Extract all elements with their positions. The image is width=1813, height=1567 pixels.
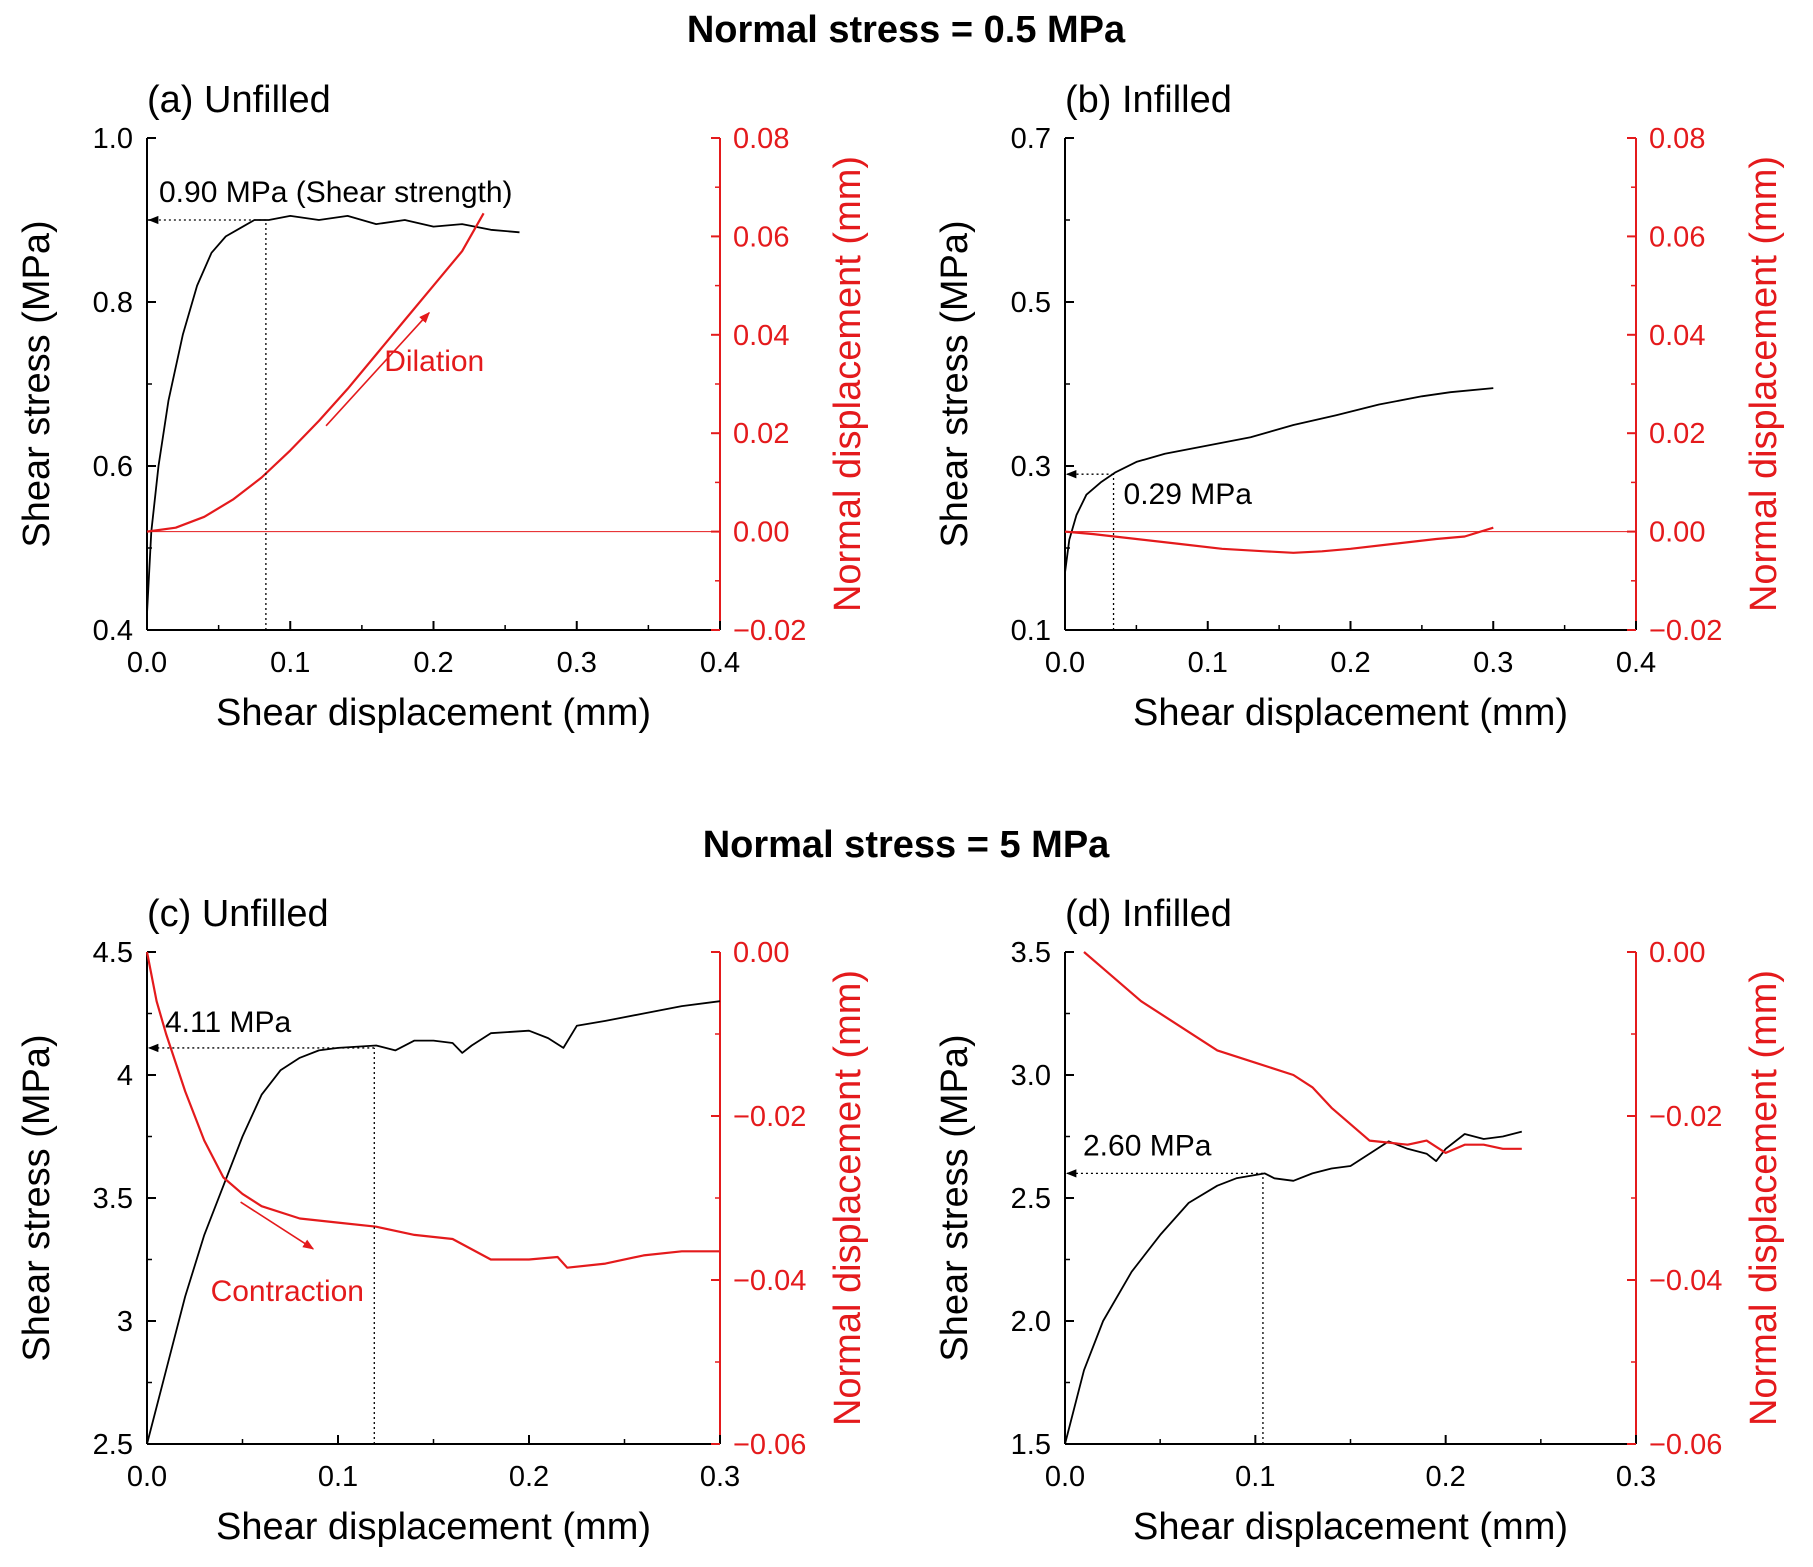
panel-c: (c) Unfilled 0.0 0.1 0.2 0.3 2.5 3 3.5 4 4.5 −0.06… — [16, 893, 869, 1548]
panel-a-y2-tick-label: 0.00 — [733, 517, 789, 549]
panel-d-x-tick-label: 0.3 — [1616, 1461, 1656, 1493]
panel-c-x-tick-label: 0.2 — [509, 1461, 549, 1493]
panel-d-y2-tick-label: 0.00 — [1649, 937, 1705, 969]
panel-d-y-tick-label: 3.5 — [1011, 937, 1051, 969]
panel-d-title: (d) Infilled — [1065, 893, 1232, 935]
panel-c-y-label: Shear stress (MPa) — [16, 1034, 58, 1361]
panel-c-x-tick-label: 0.1 — [318, 1461, 358, 1493]
panel-b-shear-stress-line — [1064, 387, 1494, 573]
panel-c-y-tick-label: 3.5 — [93, 1183, 133, 1215]
panel-a-y-label: Shear stress (MPa) — [16, 220, 58, 547]
panel-a-y-tick-label: 0.4 — [93, 615, 133, 647]
panel-c-normal-displacement-line — [145, 951, 720, 1269]
section-title-low-normal-stress: Normal stress = 0.5 MPa — [687, 9, 1126, 51]
panel-a-x-tick-label: 0.2 — [413, 647, 453, 679]
panel-b-title: (b) Infilled — [1065, 79, 1232, 121]
panel-d-y-tick-label: 2.0 — [1011, 1306, 1051, 1338]
panel-b-y-label: Shear stress (MPa) — [934, 220, 976, 547]
panel-a-y2-tick-label: 0.04 — [733, 320, 789, 352]
panel-d-y2-tick-label: −0.06 — [1649, 1429, 1722, 1461]
panel-d: (d) Infilled 0.0 0.1 0.2 0.3 1.5 2.0 2.5 3.0 3.5 −… — [934, 893, 1785, 1548]
panel-a-x-tick-label: 0.3 — [557, 647, 597, 679]
panel-b-normal-displacement-line — [1064, 526, 1494, 554]
panel-a-x-label: Shear displacement (mm) — [216, 692, 651, 734]
panel-c-y-tick-label: 4.5 — [93, 937, 133, 969]
panel-a-y-tick-label: 0.6 — [93, 451, 133, 483]
panel-d-y-label: Shear stress (MPa) — [934, 1034, 976, 1361]
panel-b-y-tick-label: 0.1 — [1011, 615, 1051, 647]
panel-c-y2-tick-label: −0.06 — [733, 1429, 806, 1461]
panel-a-y2-tick-label: 0.06 — [733, 221, 789, 253]
panel-a-title: (a) Unfilled — [147, 79, 331, 121]
panel-c-arrow — [240, 1201, 315, 1250]
panel-b-marker-label: 0.29 MPa — [1124, 478, 1253, 511]
panel-c-x-tick-label: 0.0 — [127, 1461, 167, 1493]
panel-a-y-tick-label: 0.8 — [93, 287, 133, 319]
panel-d-y2-tick-label: −0.04 — [1649, 1265, 1722, 1297]
panel-b-y2-tick-label: 0.00 — [1649, 517, 1705, 549]
panel-d-y2-label: Normal displacement (mm) — [1743, 970, 1785, 1426]
panel-a-arrow — [325, 311, 430, 427]
panel-d-x-tick-label: 0.2 — [1426, 1461, 1466, 1493]
panel-c-y2-tick-label: −0.04 — [733, 1265, 806, 1297]
panel-a-y2-tick-label: −0.02 — [733, 615, 806, 647]
panel-d-marker-label: 2.60 MPa — [1083, 1129, 1212, 1162]
panel-d-x-tick-label: 0.0 — [1045, 1461, 1085, 1493]
panel-b-x-label: Shear displacement (mm) — [1133, 692, 1568, 734]
panel-d-normal-displacement-line — [1083, 951, 1522, 1155]
panel-b-x-tick-label: 0.0 — [1045, 647, 1085, 679]
panel-c-y2-label: Normal displacement (mm) — [827, 970, 869, 1426]
panel-c-y2-tick-label: 0.00 — [733, 937, 789, 969]
panel-d-shear-stress-line — [1064, 1130, 1523, 1445]
panel-c-arrow-label: Contraction — [211, 1275, 364, 1308]
panel-c-x-label: Shear displacement (mm) — [216, 1506, 651, 1548]
section-title-high-normal-stress: Normal stress = 5 MPa — [703, 824, 1110, 866]
panel-d-y-tick-label: 2.5 — [1011, 1183, 1051, 1215]
panel-c-y-tick-label: 3 — [117, 1306, 133, 1338]
panel-a: (a) Unfilled 0.0 0.1 0.2 0.3 0.4 0.4 0.6 0.8 1.0 −… — [16, 79, 869, 734]
panel-b-x-tick-label: 0.1 — [1188, 647, 1228, 679]
panel-a-y2-tick-label: 0.02 — [733, 418, 789, 450]
panel-c-y2-tick-label: −0.02 — [733, 1101, 806, 1133]
panel-a-normal-displacement-line — [146, 212, 485, 533]
panel-b-x-tick-label: 0.2 — [1330, 647, 1370, 679]
panel-b-y-tick-label: 0.5 — [1011, 287, 1051, 319]
panel-d-x-tick-label: 0.1 — [1235, 1461, 1275, 1493]
panel-b-y2-tick-label: 0.04 — [1649, 320, 1705, 352]
panel-d-y-tick-label: 1.5 — [1011, 1429, 1051, 1461]
panel-c-title: (c) Unfilled — [147, 893, 329, 935]
panel-a-y2-tick-label: 0.08 — [733, 123, 789, 155]
panel-c-x-tick-label: 0.3 — [700, 1461, 740, 1493]
panel-a-y2-label: Normal displacement (mm) — [827, 156, 869, 612]
panel-c-shear-stress-line — [146, 1000, 721, 1445]
panel-a-shear-stress-line — [146, 214, 520, 614]
panel-c-y-tick-label: 4 — [117, 1060, 133, 1092]
panel-c-y-tick-label: 2.5 — [93, 1429, 133, 1461]
panel-b-y2-label: Normal displacement (mm) — [1743, 156, 1785, 612]
panel-a-x-tick-label: 0.0 — [127, 647, 167, 679]
panel-b-y-tick-label: 0.3 — [1011, 451, 1051, 483]
panel-d-y-tick-label: 3.0 — [1011, 1060, 1051, 1092]
panel-b-y2-tick-label: 0.02 — [1649, 418, 1705, 450]
panel-b-x-tick-label: 0.3 — [1473, 647, 1513, 679]
panel-b-x-tick-label: 0.4 — [1616, 647, 1656, 679]
panel-a-marker-label: 0.90 MPa (Shear strength) — [159, 176, 513, 209]
panel-b-y-tick-label: 0.7 — [1011, 123, 1051, 155]
panel-a-y-tick-label: 1.0 — [93, 123, 133, 155]
panel-d-y2-tick-label: −0.02 — [1649, 1101, 1722, 1133]
panel-a-x-tick-label: 0.1 — [270, 647, 310, 679]
panel-b-y2-tick-label: −0.02 — [1649, 615, 1722, 647]
panel-b-y2-tick-label: 0.06 — [1649, 221, 1705, 253]
panel-d-x-label: Shear displacement (mm) — [1133, 1506, 1568, 1548]
panel-b-y2-tick-label: 0.08 — [1649, 123, 1705, 155]
panel-a-x-tick-label: 0.4 — [700, 647, 740, 679]
panel-a-arrow-label: Dilation — [384, 345, 484, 378]
panel-c-marker-label: 4.11 MPa — [165, 1006, 291, 1039]
